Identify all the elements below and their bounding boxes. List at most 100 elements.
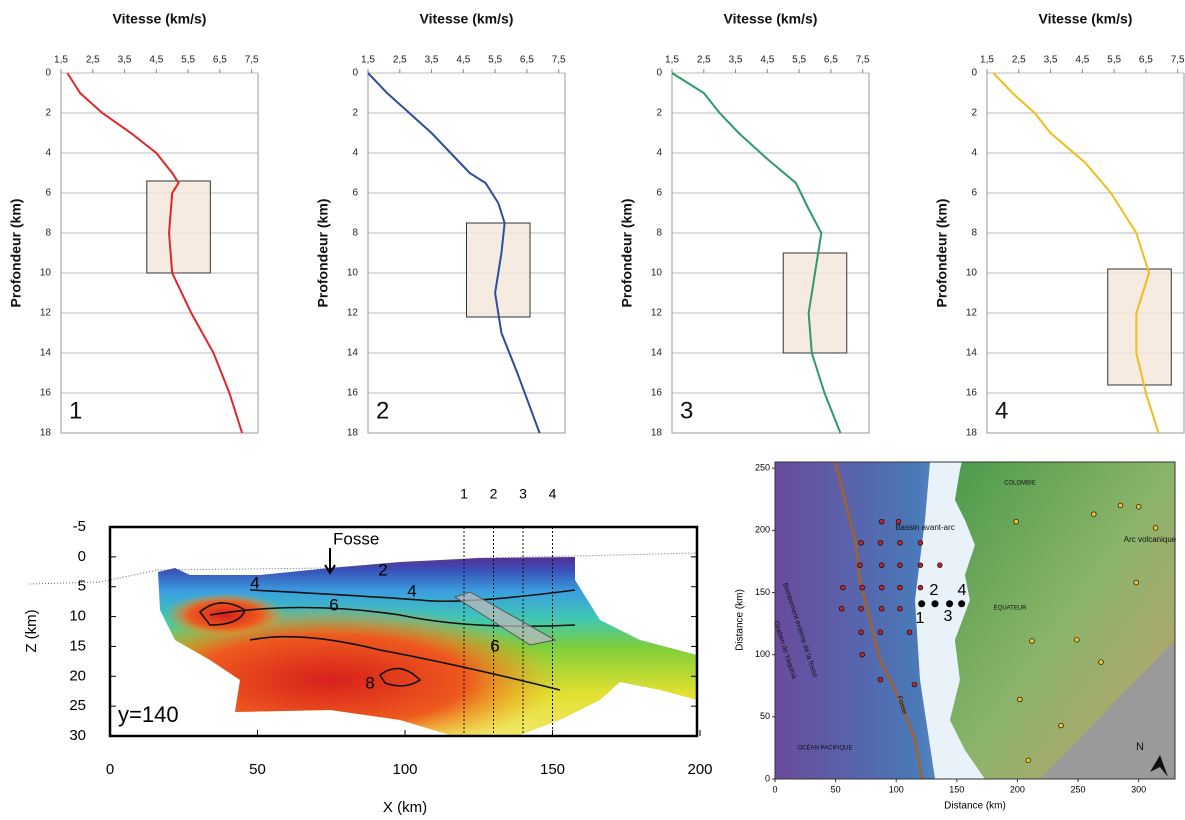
x-tick-label: 5,5 [488,55,502,66]
station [906,629,913,636]
y-tick-label: 10 [651,268,663,279]
station [858,629,864,636]
x-tick-label: 4,5 [760,55,774,66]
panel-number: 4 [995,397,1008,424]
x-tick-label: 100 [392,761,417,778]
station [877,676,884,683]
chart-title: Vitesse (km/s) [724,11,818,27]
map-frame [774,461,1176,780]
y-tick-label: 4 [352,148,358,159]
x-tick-label: 4,5 [149,55,163,66]
y-tick-label: 2 [656,108,662,119]
plot-frame [367,73,566,434]
x-tick-label: 6,5 [213,55,227,66]
map-background [775,462,1175,779]
x-tick-label: 7,5 [552,55,566,66]
y-tick-label: 4 [656,148,662,159]
y-tick-label: 6 [971,188,977,199]
station [859,651,865,658]
station [1058,722,1064,729]
x-tick-label: 2,5 [86,55,100,66]
velocity-line [671,72,842,434]
x-tick-label: 0 [772,784,777,794]
chart-title: Vitesse (km/s) [113,11,207,27]
station [1133,579,1139,586]
y-tick-label: 14 [40,348,52,359]
annotation: Fosse [333,529,379,548]
station [931,600,939,608]
x-tick-label: 2,5 [697,55,711,66]
profile-label: 3 [519,486,527,502]
x-tick-label: 200 [687,761,712,778]
station [897,605,903,612]
y-tick-label: 25 [69,697,86,714]
station [857,562,863,568]
x-tick-label: 3,5 [425,55,439,66]
y-tick-label: 50 [760,711,770,721]
y-axis-label: Profondeur (km) [619,199,635,308]
station-label: 1 [916,610,925,627]
contour-label: 4 [407,581,416,600]
x-tick-label: 2,5 [1012,55,1026,66]
station [838,605,845,612]
chart-title: Vitesse (km/s) [1039,11,1133,27]
station [1013,518,1019,525]
y-tick-label: 250 [755,463,770,473]
x-tick-label: 200 [1010,784,1025,794]
plot-frame [60,73,259,434]
station [858,605,864,612]
station [858,540,864,546]
x-tick-label: 3,5 [729,55,743,66]
y-tick-label: 16 [651,388,663,399]
station [1074,637,1080,643]
y-tick-label: 6 [45,188,51,199]
map-label: ÉQUATEUR [994,605,1028,612]
station [1117,502,1124,509]
y-tick-label: 0 [352,68,358,79]
contour-label: 6 [329,595,338,614]
station [878,518,885,525]
station [1029,638,1035,644]
y-tick-label: 8 [352,228,358,239]
panel-number: 3 [680,397,693,424]
y-axis-label: Distance (km) [735,589,746,651]
y-tick-label: 6 [656,188,662,199]
x-tick-label: 150 [949,784,964,794]
station [937,562,943,568]
station [946,600,954,608]
map-label: Bassin avant-arc [895,523,955,532]
x-tick-label: 2,5 [393,55,407,66]
y-tick-label: 8 [45,228,51,239]
map-label: OCÉAN PACIFIQUE [798,745,853,752]
map-label: Arc volcanique [1124,535,1177,544]
x-tick-label: 1,5 [54,55,68,66]
y-tick-label: 100 [755,649,770,659]
y-tick-label: 14 [966,348,978,359]
x-tick-label: 7,5 [856,55,870,66]
y-tick-label: 4 [971,148,977,159]
x-tick-label: 150 [540,761,565,778]
x-axis-label: Distance (km) [944,801,1006,812]
station [1025,757,1032,764]
station [878,584,885,591]
station [917,562,924,568]
y-tick-label: 10 [966,268,978,279]
station [1135,504,1142,510]
station-label: 4 [958,582,967,599]
station [917,584,924,591]
y-tick-label: 12 [347,308,359,319]
y-axis-label: Profondeur (km) [934,199,950,308]
x-tick-label: 4,5 [456,55,470,66]
contour-label: 6 [490,636,499,655]
x-tick-label: 300 [1131,784,1146,794]
station-label: 2 [930,582,939,599]
y-tick-label: 18 [347,428,359,439]
profile-label: 2 [490,486,498,502]
x-tick-label: 5,5 [1107,55,1121,66]
y-axis-label: Profondeur (km) [315,199,331,308]
contour-label: 2 [378,560,387,579]
chart-title: Vitesse (km/s) [420,11,514,27]
y-tick-label: 0 [656,68,662,79]
y-tick-label: 12 [40,308,52,319]
station [1017,696,1023,703]
